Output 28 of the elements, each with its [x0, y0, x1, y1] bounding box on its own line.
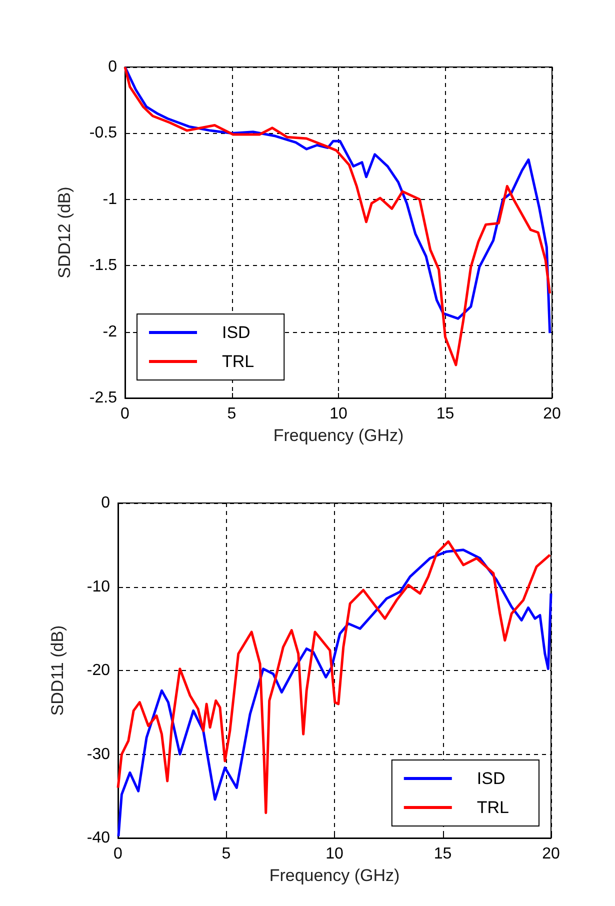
x-axis-title: Frequency (GHz)	[269, 866, 400, 885]
x-tick-label: 5	[222, 846, 231, 862]
y-tick-label: -20	[86, 662, 110, 679]
x-tick-label: 20	[542, 846, 560, 862]
x-tick-label: 15	[434, 846, 452, 862]
x-tick-label: 20	[543, 406, 561, 422]
legend-label: TRL	[222, 352, 254, 371]
x-tick-label: 10	[330, 406, 348, 422]
x-axis-title: Frequency (GHz)	[273, 426, 404, 445]
y-tick-label: -30	[86, 746, 110, 763]
y-tick-label: -2	[102, 323, 118, 340]
legend-label: ISD	[476, 769, 506, 788]
y-tick-label: -1	[102, 190, 118, 208]
legend-label: ISD	[222, 323, 250, 342]
y-tick-label: 0	[101, 494, 110, 512]
x-tick-label: 10	[326, 846, 344, 862]
x-tick-label: 5	[227, 406, 236, 422]
x-tick-label: 15	[436, 406, 454, 422]
y-tick-label: -40	[86, 830, 110, 846]
y-axis-title: SDD11 (dB)	[48, 625, 67, 716]
x-tick-label: 0	[120, 406, 130, 422]
y-tick-label: -0.5	[89, 124, 118, 142]
y-axis-title: SDD12 (dB)	[55, 186, 74, 278]
y-tick-label: 0	[108, 58, 118, 76]
legend-label: TRL	[476, 798, 510, 817]
y-tick-label: -10	[86, 578, 110, 596]
y-tick-label: -1.5	[89, 257, 118, 274]
y-tick-label: -2.5	[89, 390, 118, 406]
